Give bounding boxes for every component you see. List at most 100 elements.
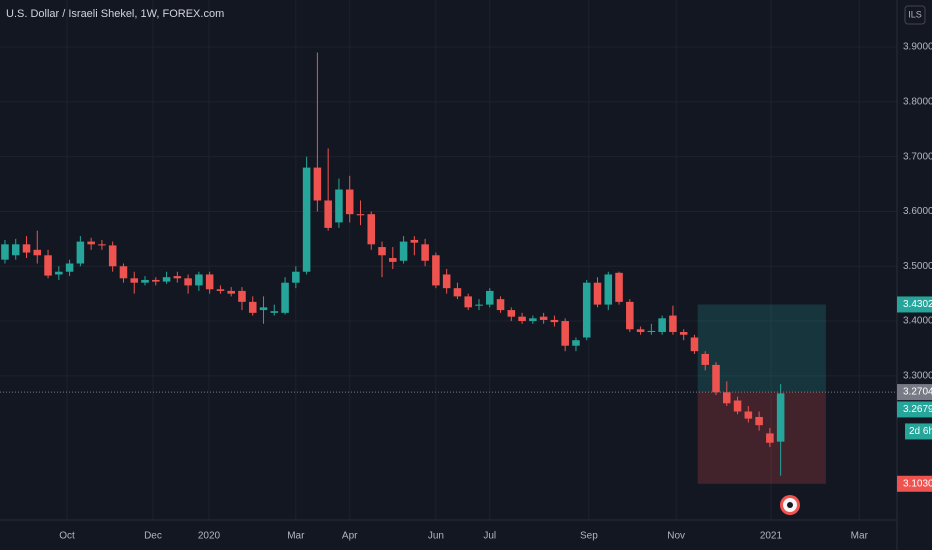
candle-body <box>442 274 451 289</box>
candle-body <box>744 411 753 419</box>
candle-body <box>636 329 645 333</box>
candle-body <box>378 247 386 256</box>
candle-body <box>550 319 559 323</box>
candle-body <box>55 271 63 275</box>
candle-body <box>669 315 677 333</box>
x-tick-label: Oct <box>59 531 75 542</box>
candle-body <box>690 337 699 352</box>
candle-body <box>65 263 74 272</box>
x-tick-label: Jun <box>428 531 444 542</box>
chart-title: U.S. Dollar / Israeli Shekel, 1W, FOREX.… <box>6 8 224 20</box>
candle-body <box>270 311 279 313</box>
x-tick-label: Sep <box>580 531 598 542</box>
candle-body <box>507 310 516 317</box>
candle-body <box>259 307 268 311</box>
candle-body <box>195 274 203 286</box>
currency[interactable]: ILS <box>908 9 922 19</box>
candle-body <box>324 200 332 228</box>
candle-body <box>776 393 785 442</box>
y-tick-label: 3.90000 <box>903 42 932 53</box>
y-tick-label: 3.70000 <box>903 151 932 162</box>
candle-body <box>141 279 149 283</box>
candle-body <box>313 167 322 201</box>
candle-body <box>421 244 429 261</box>
candle-body <box>410 239 419 243</box>
candle-body <box>216 289 225 291</box>
candle-body <box>464 296 472 308</box>
y-tick-label: 3.60000 <box>903 206 932 217</box>
x-tick-label: 2020 <box>198 531 221 542</box>
candle-body <box>518 316 526 322</box>
x-tick-label: 2021 <box>760 531 783 542</box>
candle-body <box>248 301 257 313</box>
candle-body <box>130 278 139 283</box>
target-price: 3.43027 <box>903 299 932 310</box>
currency-box[interactable] <box>904 5 926 25</box>
candle-body <box>119 266 128 279</box>
x-tick-label: Apr <box>342 531 358 542</box>
candle-body <box>485 290 494 305</box>
candle-body <box>572 340 580 346</box>
candle-body <box>11 244 20 256</box>
candle-body <box>529 318 537 322</box>
candle-body <box>755 416 763 426</box>
candle-body <box>701 353 710 365</box>
candle-body <box>98 244 106 246</box>
candle-body <box>679 332 688 335</box>
x-tick-label: Mar <box>287 531 305 542</box>
candle-body <box>108 245 117 267</box>
candle-body <box>432 255 440 286</box>
candle-body <box>152 279 160 282</box>
candle-body <box>647 330 656 333</box>
candle-body <box>281 282 289 313</box>
countdown: 2d 6h <box>909 426 932 437</box>
candle-body <box>302 167 311 272</box>
avatar <box>780 495 800 515</box>
candle-body <box>453 288 462 297</box>
candle-body <box>399 241 408 261</box>
candle-body <box>22 244 31 253</box>
candle-body <box>723 392 731 404</box>
x-tick-label: Dec <box>144 531 162 542</box>
candle-body <box>356 214 365 216</box>
x-tick-label: Jul <box>483 531 496 542</box>
target-price-box <box>897 296 932 313</box>
candle-body <box>44 255 52 276</box>
candle-body <box>593 282 602 305</box>
y-tick-label: 3.50000 <box>903 261 932 272</box>
candle-body <box>582 282 591 338</box>
candle-body <box>76 241 85 264</box>
candle-body <box>184 278 192 286</box>
candle-body <box>33 249 42 256</box>
candle-body <box>292 271 300 283</box>
candle-body <box>475 304 483 306</box>
candle-body <box>227 290 235 294</box>
countdown-box <box>905 423 932 440</box>
candle-body <box>561 321 569 346</box>
x-tick-label: Mar <box>851 531 869 542</box>
x-tick-label: Nov <box>667 531 685 542</box>
candle-body <box>733 400 742 412</box>
candle-body <box>712 364 720 393</box>
candle-body <box>367 214 376 245</box>
y-tick-label: 3.30000 <box>903 371 932 382</box>
candle-body <box>173 276 182 279</box>
candle-body <box>496 299 505 311</box>
candle-body <box>539 316 548 320</box>
candle-body <box>162 277 171 282</box>
candle-body <box>345 189 354 215</box>
candle-body <box>615 272 623 302</box>
stop-zone <box>697 392 826 484</box>
candle-body <box>626 301 634 330</box>
candle-body <box>389 258 397 262</box>
stop-price: 3.10308 <box>903 478 932 489</box>
candle-body <box>87 241 95 245</box>
candle-body <box>335 189 343 223</box>
candle-body <box>1 244 9 260</box>
stop-price-box <box>897 475 932 492</box>
candle-body <box>658 318 666 333</box>
last-price-box <box>897 384 932 401</box>
